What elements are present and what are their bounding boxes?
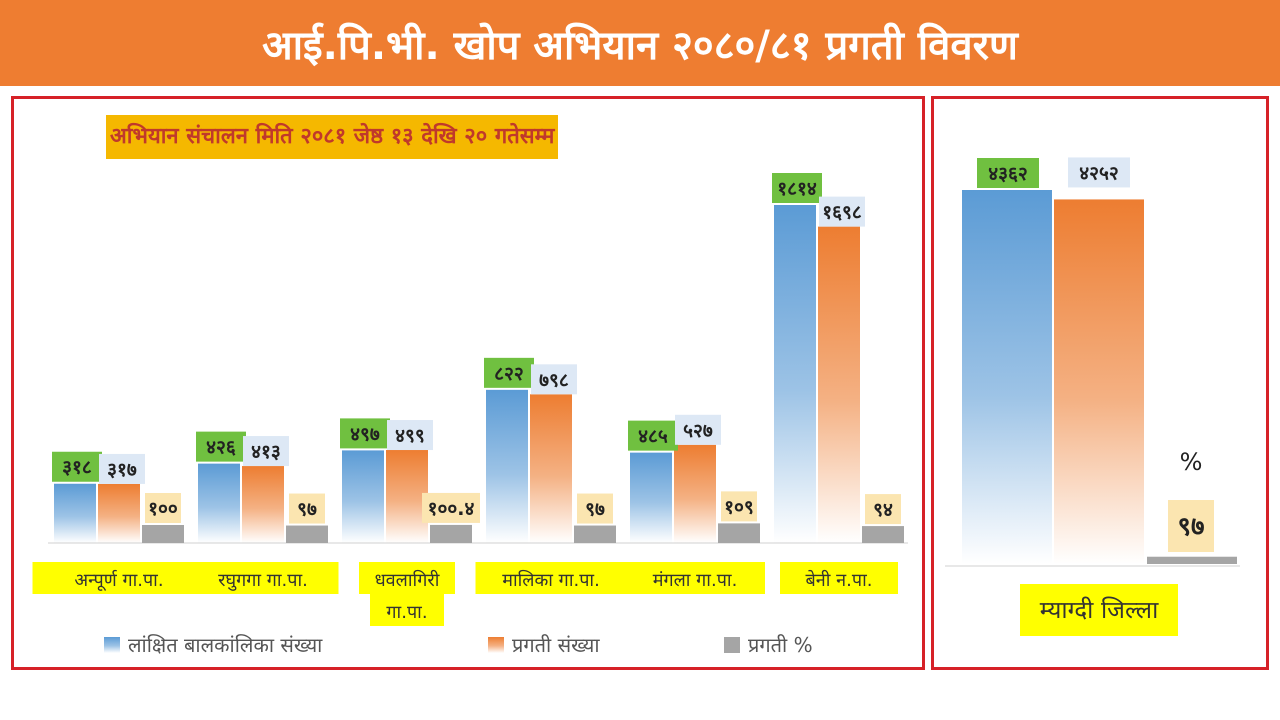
- label-percent-5-bg: [865, 494, 901, 525]
- label-progress-4-bg: [675, 414, 721, 445]
- label-progress-1: ४१३: [251, 441, 281, 463]
- label-percent-1: ९७: [297, 499, 317, 521]
- label-target-3-bg: [484, 357, 534, 388]
- legend-swatch-0: [104, 637, 120, 653]
- label-progress-4: ५२७: [683, 420, 713, 442]
- label-progress-3: ७९८: [539, 369, 569, 391]
- label-target-1-bg: [196, 431, 246, 462]
- category-label-bg-0-0: [32, 562, 206, 594]
- district-bar-target: [962, 190, 1052, 564]
- label-progress-2: ४९९: [395, 425, 425, 447]
- label-progress-1-bg: [243, 436, 289, 467]
- label-percent-3-bg: [577, 493, 613, 524]
- bar-percent-4: [718, 523, 760, 543]
- category-label-bg-1-0: [187, 562, 339, 594]
- page-title: आई.पि.भी. खोप अभियान २०८०/८१ प्रगती विवर…: [262, 22, 1018, 69]
- label-target-0-bg: [52, 451, 102, 482]
- bar-target-3: [486, 389, 528, 543]
- district-bar-percent: [1147, 556, 1237, 564]
- label-percent-0-bg: [145, 493, 181, 523]
- legend-label-0: लांक्षित बालकांलिका संख्या: [128, 633, 323, 657]
- bar-progress-0: [98, 483, 140, 543]
- district-label-percent: ९७: [1177, 512, 1204, 542]
- label-progress-0-bg: [99, 453, 145, 484]
- category-label-4-0: मंगला गा.पा.: [653, 570, 738, 591]
- district-bar-progress: [1054, 199, 1144, 564]
- label-progress-3-bg: [531, 364, 577, 395]
- category-label-bg-2-0: [359, 562, 455, 594]
- label-percent-5: ९४: [873, 499, 893, 521]
- label-percent-3: ९७: [585, 499, 605, 521]
- legend-label-1: प्रगती संख्या: [512, 633, 600, 657]
- category-label-bg-4-0: [625, 562, 765, 594]
- bar-percent-0: [142, 525, 184, 543]
- label-target-0: ३१८: [62, 457, 92, 479]
- bar-target-0: [54, 483, 96, 543]
- category-label-2-0: धवलागिरी: [375, 569, 440, 591]
- header-banner: आई.पि.भी. खोप अभियान २०८०/८१ प्रगती विवर…: [0, 0, 1280, 86]
- district-label-percent-bg: [1168, 500, 1214, 552]
- district-label-target: ४३६२: [988, 163, 1028, 185]
- label-progress-2-bg: [387, 420, 433, 451]
- bar-percent-5: [862, 526, 904, 543]
- label-target-1: ४२६: [206, 437, 236, 459]
- bar-target-4: [630, 452, 672, 543]
- label-target-2: ४९७: [350, 423, 380, 445]
- label-percent-2-bg: [422, 492, 480, 523]
- legend-swatch-2: [724, 637, 740, 653]
- category-label-5-0: बेनी न.पा.: [806, 569, 873, 591]
- label-target-4-bg: [628, 420, 678, 451]
- label-target-4: ४८५: [638, 426, 668, 448]
- label-target-2-bg: [340, 418, 390, 449]
- category-label-2-1: गा.पा.: [386, 602, 427, 623]
- bar-progress-1: [242, 466, 284, 543]
- bar-progress-5: [818, 226, 860, 543]
- bar-progress-2: [386, 450, 428, 543]
- label-percent-4-bg: [721, 491, 757, 522]
- legend-label-2: प्रगती %: [748, 633, 813, 657]
- label-target-5: १८१४: [777, 178, 817, 200]
- label-target-5-bg: [772, 173, 822, 203]
- district-label-target-bg: [977, 158, 1039, 188]
- category-label-bg-3-0: [475, 562, 627, 594]
- bar-progress-4: [674, 444, 716, 543]
- bar-target-1: [198, 463, 240, 543]
- label-percent-4: १०९: [724, 496, 754, 518]
- district-category-bg: [1020, 584, 1178, 636]
- bar-target-5: [774, 205, 816, 543]
- label-progress-5: १६९८: [822, 202, 862, 224]
- category-label-bg-2-1: [370, 594, 444, 626]
- chart-subtitle: अभियान संचालन मिति २०८१ जेष्ठ १३ देखि २०…: [106, 115, 559, 159]
- bar-percent-1: [286, 525, 328, 543]
- category-label-bg-5-0: [780, 562, 898, 594]
- category-label-3-0: मालिका गा.पा.: [502, 569, 600, 591]
- percent-symbol: %: [1180, 448, 1203, 476]
- legend-swatch-1: [488, 637, 504, 653]
- label-percent-1-bg: [289, 493, 325, 524]
- category-label-0-0: अन्पूर्ण गा.पा.: [74, 569, 163, 591]
- label-progress-0: ३१७: [107, 459, 137, 481]
- category-label-1-0: रघुगगा गा.पा.: [218, 570, 308, 591]
- label-progress-5-bg: [819, 196, 865, 227]
- district-label-progress-bg: [1068, 157, 1130, 188]
- label-percent-0: १००: [148, 498, 178, 520]
- bar-percent-2: [430, 524, 472, 543]
- district-category-label: म्याग्दी जिल्ला: [1040, 596, 1159, 624]
- label-percent-2: १००.४: [428, 498, 475, 520]
- bar-progress-3: [530, 394, 572, 543]
- bar-target-2: [342, 450, 384, 543]
- district-label-progress: ४२५२: [1079, 162, 1119, 184]
- bar-percent-3: [574, 525, 616, 543]
- label-target-3: ८२२: [494, 363, 524, 385]
